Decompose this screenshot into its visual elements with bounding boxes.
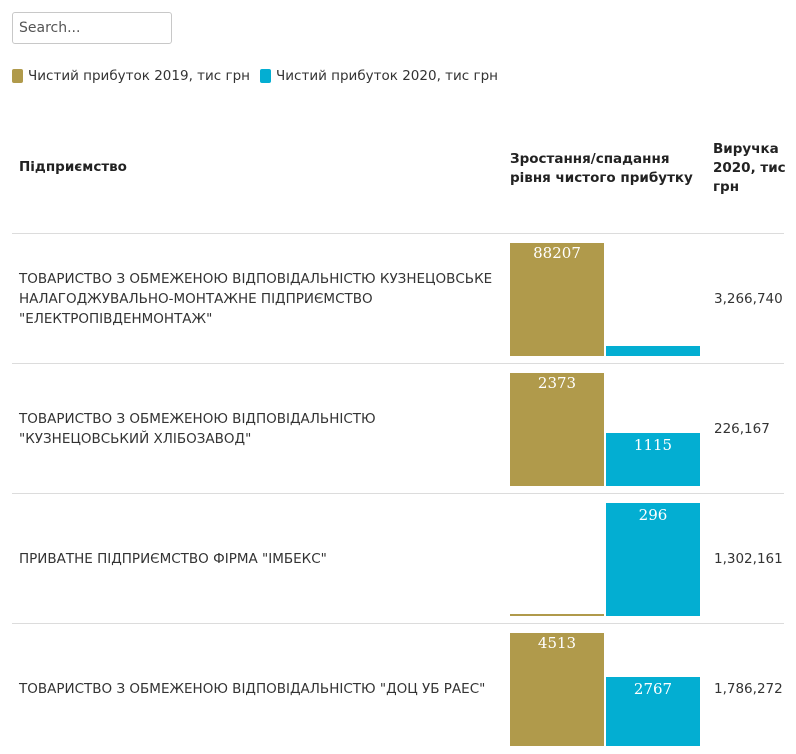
bar-value-label: 88207: [533, 244, 581, 262]
table-row: ТОВАРИСТВО З ОБМЕЖЕНОЮ ВІДПОВІДАЛЬНІСТЮ …: [12, 363, 784, 494]
bar-2020-dots-ub-raes[interactable]: 2767: [606, 677, 700, 746]
company-name-imbeks: ПРИВАТНЕ ПІДПРИЄМСТВО ФІРМА "ІМБЕКС": [19, 551, 327, 567]
legend-swatch-2019: [12, 69, 23, 83]
legend-label-2020: Чистий прибуток 2020, тис грн: [276, 68, 498, 84]
legend: Чистий прибуток 2019, тис грн Чистий при…: [12, 68, 508, 84]
header-company[interactable]: Підприємство: [19, 159, 127, 175]
table-row: ТОВАРИСТВО З ОБМЕЖЕНОЮ ВІДПОВІДАЛЬНІСТЮ …: [12, 623, 784, 754]
company-name-dots-ub-raes: ТОВАРИСТВО З ОБМЕЖЕНОЮ ВІДПОВІДАЛЬНІСТЮ …: [19, 681, 486, 697]
legend-swatch-2020: [260, 69, 271, 83]
bar-value-label: 2373: [537, 374, 577, 392]
legend-item-2019[interactable]: Чистий прибуток 2019, тис грн: [12, 68, 250, 84]
bar-value-label: 1115: [633, 436, 673, 454]
bar-2020-imbeks[interactable]: 296: [606, 503, 700, 616]
revenue-value: 3,266,740: [714, 291, 783, 307]
legend-label-2019: Чистий прибуток 2019, тис грн: [28, 68, 250, 84]
table-row: ТОВАРИСТВО З ОБМЕЖЕНОЮ ВІДПОВІДАЛЬНІСТЮ …: [12, 233, 784, 364]
bar-2019-electropivdenmontazh[interactable]: 88207: [510, 243, 604, 356]
header-revenue[interactable]: Виручка 2020, тис грн: [713, 141, 786, 195]
revenue-value: 1,302,161: [714, 551, 783, 567]
company-name-electropivdenmontazh: ТОВАРИСТВО З ОБМЕЖЕНОЮ ВІДПОВІДАЛЬНІСТЮ …: [19, 271, 493, 327]
bar-2020-electropivdenmontazh[interactable]: [606, 346, 700, 356]
revenue-value: 226,167: [714, 421, 770, 437]
bar-2019-imbeks[interactable]: [510, 614, 604, 616]
company-name-khlibozavod: ТОВАРИСТВО З ОБМЕЖЕНОЮ ВІДПОВІДАЛЬНІСТЮ …: [19, 411, 376, 447]
table-row: ПРИВАТНЕ ПІДПРИЄМСТВО ФІРМА "ІМБЕКС" 296 1…: [12, 493, 784, 624]
revenue-value: 1,786,272: [714, 681, 783, 697]
bar-value-label: 4513: [537, 634, 577, 652]
legend-item-2020[interactable]: Чистий прибуток 2020, тис грн: [260, 68, 498, 84]
bar-value-label: 2767: [633, 680, 673, 698]
bar-2019-dots-ub-raes[interactable]: 4513: [510, 633, 604, 746]
search-input[interactable]: [12, 12, 172, 44]
bar-2020-khlibozavod[interactable]: 1115: [606, 433, 700, 486]
bar-value-label: 296: [638, 506, 668, 524]
bar-2019-khlibozavod[interactable]: 2373: [510, 373, 604, 486]
header-growth[interactable]: Зростання/спадання рівня чистого прибутк…: [510, 151, 693, 186]
